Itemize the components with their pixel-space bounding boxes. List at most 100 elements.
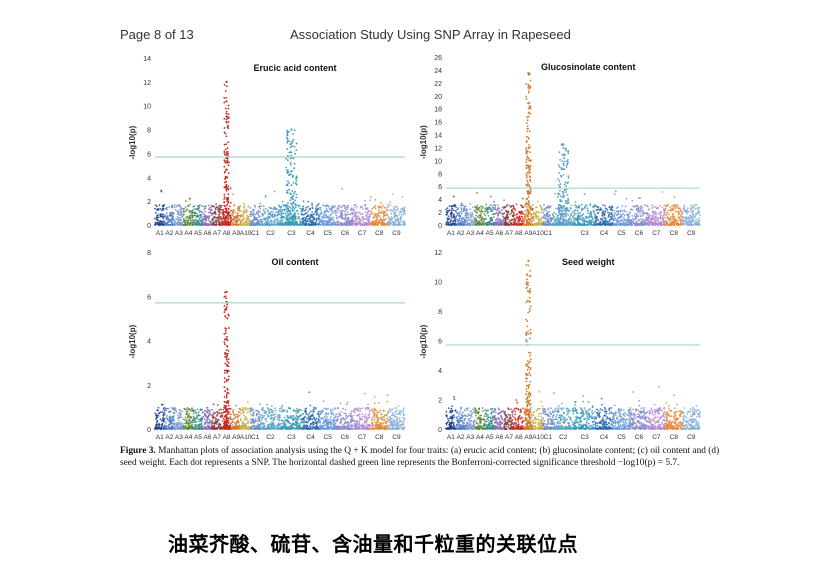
x-tick-label: C3 [580, 434, 589, 441]
snp-dots [445, 190, 701, 226]
x-tick-label: C6 [635, 230, 644, 237]
x-tick-label: C1 [544, 230, 553, 237]
x-tick-label: A10 [240, 230, 252, 237]
x-tick-label: A4 [476, 434, 484, 441]
x-tick-label: A9 [524, 230, 532, 237]
snp-dots [154, 391, 406, 430]
x-tick-label: A4 [184, 230, 192, 237]
x-tick-label: C6 [341, 230, 350, 237]
x-tick-label: A8 [515, 230, 523, 237]
x-tick-label: C4 [600, 434, 609, 441]
x-tick-label: A2 [457, 230, 465, 237]
running-title: Association Study Using SNP Array in Rap… [290, 27, 571, 42]
x-tick-label: C7 [358, 230, 367, 237]
y-tick-label: 14 [143, 56, 151, 63]
y-tick-label: 8 [147, 128, 151, 135]
x-tick-label: A4 [476, 230, 484, 237]
y-tick-label: 4 [147, 339, 151, 346]
y-tick-label: 0 [438, 427, 442, 434]
caption-text: Manhattan plots of association analysis … [120, 446, 720, 469]
x-tick-label: C7 [652, 434, 661, 441]
peak-A8 [223, 290, 230, 430]
y-tick-label: 8 [438, 171, 442, 178]
footer-chinese-title: 油菜芥酸、硫苷、含油量和千粒重的关联位点 [168, 532, 578, 556]
x-tick-label: A8 [223, 230, 231, 237]
x-tick-label: A7 [213, 230, 221, 237]
y-tick-label: 20 [434, 94, 442, 101]
y-tick-label: 6 [147, 294, 151, 301]
x-tick-label: A1 [447, 230, 455, 237]
y-tick-label: 10 [434, 158, 442, 165]
x-tick-label: A6 [495, 230, 503, 237]
x-tick-label: A5 [194, 434, 202, 441]
y-axis-label: -log10(p) [419, 324, 428, 358]
y-tick-label: 6 [438, 184, 442, 191]
x-tick-label: C4 [306, 230, 315, 237]
figure-caption: Figure 3. Manhattan plots of association… [120, 445, 720, 470]
x-tick-label: A9 [524, 434, 532, 441]
x-tick-label: C5 [617, 230, 626, 237]
x-tick-label: A1 [156, 230, 164, 237]
panel-title: Oil content [272, 257, 319, 267]
y-tick-label: 0 [147, 223, 151, 230]
x-tick-label: A8 [223, 434, 231, 441]
x-tick-label: A9 [232, 434, 240, 441]
x-tick-label: C2 [559, 434, 568, 441]
x-tick-label: C5 [324, 230, 333, 237]
y-tick-label: 10 [143, 104, 151, 111]
x-tick-label: C2 [266, 230, 275, 237]
y-tick-label: 18 [434, 107, 442, 114]
x-tick-label: C1 [251, 230, 260, 237]
y-tick-label: 12 [434, 145, 442, 152]
x-tick-label: A7 [505, 230, 513, 237]
x-tick-label: A9 [232, 230, 240, 237]
y-tick-label: 10 [434, 280, 442, 287]
x-tick-label: A2 [165, 434, 173, 441]
x-tick-label: A3 [175, 230, 183, 237]
caption-label: Figure 3. [120, 446, 156, 456]
y-tick-label: 2 [147, 199, 151, 206]
x-tick-label: C9 [687, 230, 696, 237]
x-tick-label: A3 [175, 434, 183, 441]
x-tick-label: A6 [495, 434, 503, 441]
x-tick-label: C4 [600, 230, 609, 237]
peak-A9 [525, 72, 532, 226]
y-tick-label: 8 [147, 250, 151, 257]
x-tick-label: C6 [635, 434, 644, 441]
panel-title: Erucic acid content [253, 63, 336, 73]
x-tick-label: A10 [532, 434, 544, 441]
x-tick-label: C5 [324, 434, 333, 441]
y-tick-label: 4 [438, 197, 442, 204]
x-tick-label: A5 [194, 230, 202, 237]
x-tick-label: C9 [392, 434, 401, 441]
x-tick-label: C3 [580, 230, 589, 237]
y-tick-label: 2 [438, 210, 442, 217]
x-tick-label: C1 [251, 434, 260, 441]
x-tick-label: C8 [375, 434, 384, 441]
x-tick-label: C1 [544, 434, 553, 441]
x-tick-label: C8 [375, 230, 384, 237]
y-tick-label: 6 [438, 339, 442, 346]
y-tick-label: 6 [147, 151, 151, 158]
peak-A9 [525, 259, 532, 430]
x-tick-label: C6 [341, 434, 350, 441]
y-tick-label: 14 [434, 133, 442, 140]
manhattan-panel-1: 0 2 4 6 8 10 12 14 -log10(p) Erucic acid content A… [128, 56, 406, 237]
x-tick-label: A10 [240, 434, 252, 441]
snp-dots [445, 386, 701, 430]
y-tick-label: 22 [434, 81, 442, 88]
x-tick-label: A8 [515, 434, 523, 441]
y-tick-label: 16 [434, 120, 442, 127]
panel-title: Seed weight [562, 257, 615, 267]
y-tick-label: 8 [438, 309, 442, 316]
y-tick-label: 12 [143, 80, 151, 87]
x-tick-label: A1 [447, 434, 455, 441]
x-tick-label: A7 [213, 434, 221, 441]
x-tick-label: C8 [670, 434, 679, 441]
x-tick-label: A6 [204, 434, 212, 441]
y-tick-label: 12 [434, 250, 442, 257]
peak-A8 [223, 80, 230, 226]
snp-dots [154, 187, 406, 226]
